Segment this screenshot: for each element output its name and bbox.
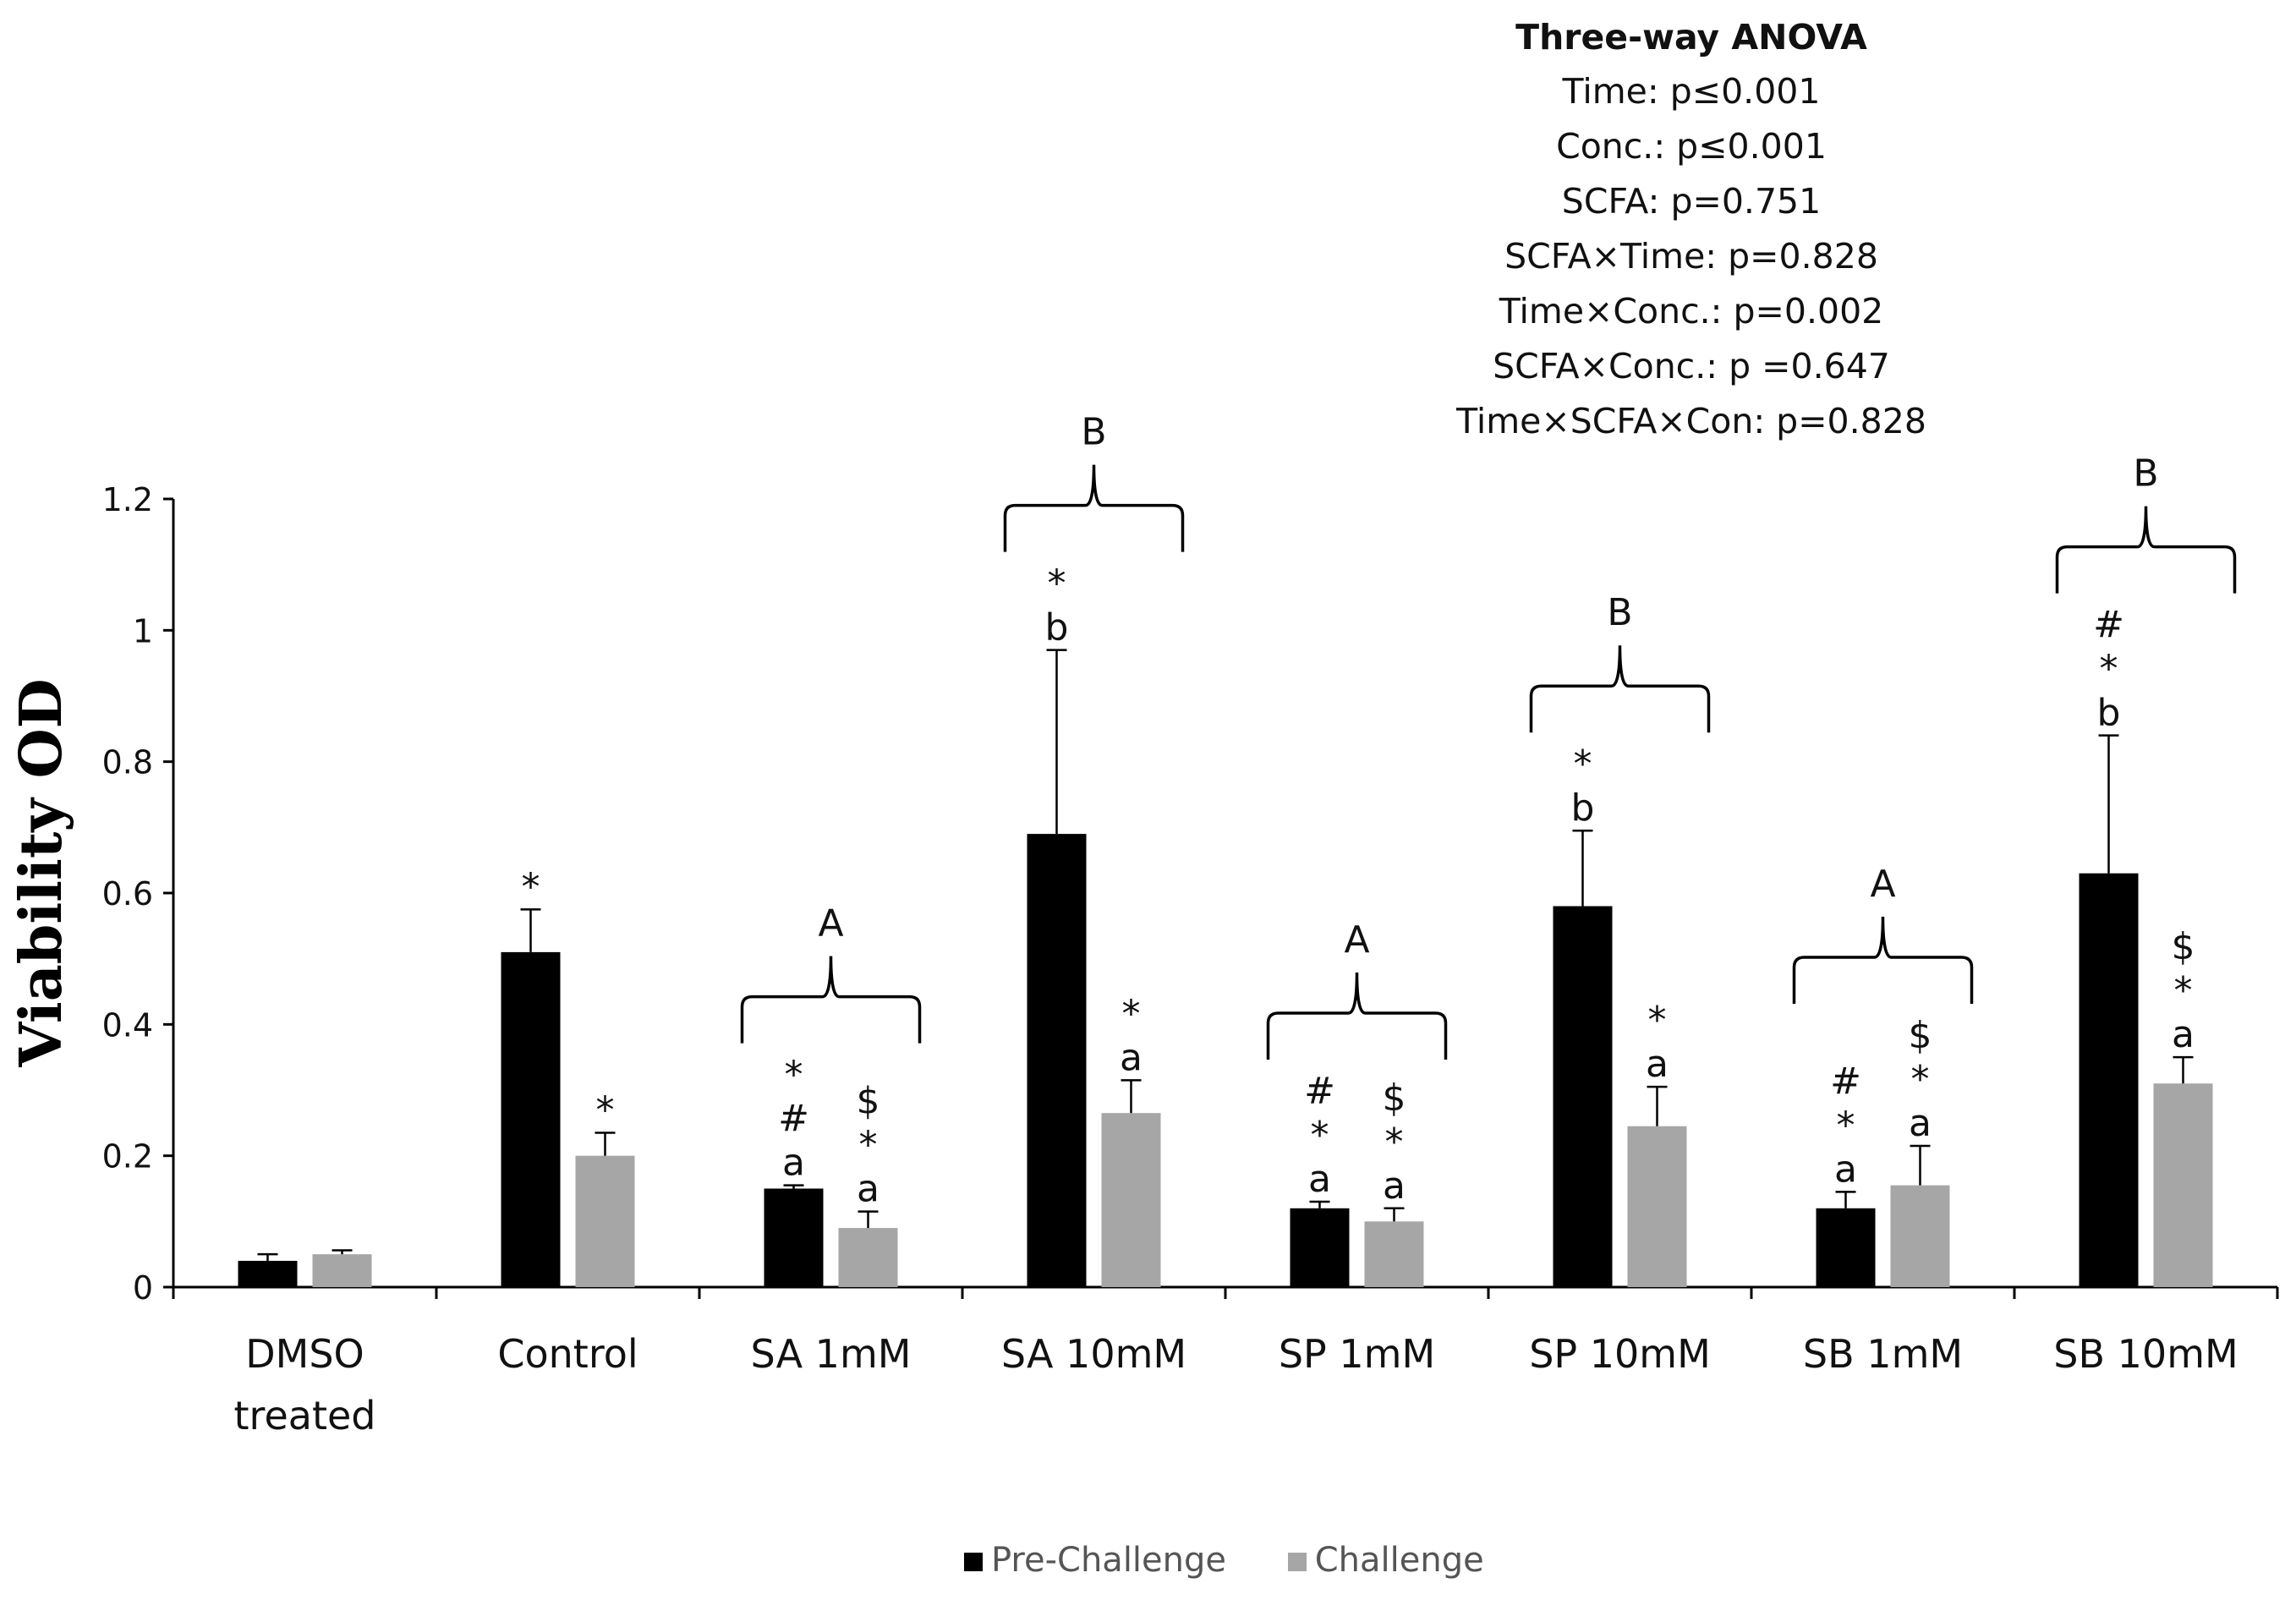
anova-line: SCFA×Time: p=0.828 xyxy=(1504,236,1878,277)
legend-label: Challenge xyxy=(1314,1541,1484,1580)
significance-mark: * xyxy=(1574,742,1592,786)
x-tick-label: SB 10mM xyxy=(2053,1331,2238,1377)
significance-mark: # xyxy=(778,1098,809,1141)
legend: Pre-Challenge Challenge xyxy=(964,1541,1535,1580)
y-tick-label: 0 xyxy=(133,1269,153,1307)
significance-mark: a xyxy=(2172,1013,2195,1056)
significance-mark: # xyxy=(1830,1060,1861,1103)
group-brace xyxy=(1003,464,1185,552)
significance-mark: * xyxy=(1311,1114,1329,1157)
anova-line: Time×Conc.: p=0.002 xyxy=(1499,291,1884,332)
y-axis-label: Viability OD xyxy=(8,678,75,1067)
bar xyxy=(1890,1185,1950,1287)
significance-mark: * xyxy=(2174,969,2193,1012)
bar xyxy=(1553,906,1613,1287)
significance-mark: a xyxy=(1909,1102,1932,1145)
group-letter: B xyxy=(2133,452,2158,496)
significance-mark: * xyxy=(1648,999,1667,1042)
y-tick-label: 1.2 xyxy=(102,481,153,518)
group-letter: A xyxy=(1344,918,1369,962)
bar xyxy=(2153,1083,2213,1287)
y-tick-label: 0.4 xyxy=(102,1006,153,1044)
legend-swatch-challenge xyxy=(1287,1553,1307,1571)
significance-mark: * xyxy=(1385,1121,1404,1164)
significance-mark: # xyxy=(2093,604,2124,647)
significance-mark: a xyxy=(1834,1148,1857,1191)
bar xyxy=(764,1188,824,1287)
significance-mark: a xyxy=(782,1142,805,1185)
significance-mark: $ xyxy=(1383,1077,1406,1120)
anova-line: SCFA×Conc.: p =0.647 xyxy=(1493,346,1890,386)
y-tick-label: 1 xyxy=(133,612,153,649)
significance-mark: a xyxy=(1308,1158,1331,1201)
x-tick-label: DMSO xyxy=(245,1331,364,1377)
significance-mark: b xyxy=(1045,606,1069,649)
group-brace xyxy=(740,956,922,1044)
anova-stats: Three-way ANOVA Time: p≤0.001 Conc.: p≤0… xyxy=(1387,10,1996,449)
significance-mark: a xyxy=(857,1168,879,1211)
anova-title: Three-way ANOVA xyxy=(1515,17,1867,58)
significance-mark: a xyxy=(1646,1043,1669,1086)
significance-mark: b xyxy=(1571,786,1595,830)
bar xyxy=(1816,1208,1876,1287)
group-brace xyxy=(1792,917,1974,1005)
bar xyxy=(1027,834,1087,1287)
significance-mark: $ xyxy=(1909,1014,1932,1057)
bar xyxy=(501,951,561,1287)
x-tick-label: SP 10mM xyxy=(1529,1331,1711,1377)
legend-item-pre-challenge: Pre-Challenge xyxy=(964,1541,1226,1580)
group-brace xyxy=(1529,645,1711,733)
bar xyxy=(1364,1221,1424,1287)
significance-mark: * xyxy=(596,1088,615,1132)
anova-line: SCFA: p=0.751 xyxy=(1561,181,1822,222)
significance-mark: a xyxy=(1383,1164,1406,1208)
bars xyxy=(238,649,2213,1287)
significance-mark: a xyxy=(1120,1036,1143,1079)
bar xyxy=(1101,1113,1161,1287)
legend-label: Pre-Challenge xyxy=(991,1541,1227,1580)
anova-line: Time: p≤0.001 xyxy=(1562,71,1821,112)
y-tick-label: 0.8 xyxy=(102,744,153,781)
bar xyxy=(312,1254,372,1287)
x-tick-label: Control xyxy=(497,1331,638,1377)
x-tick-label: SA 10mM xyxy=(1001,1331,1186,1377)
group-letter: A xyxy=(1870,863,1895,906)
bar xyxy=(1290,1208,1350,1287)
significance-mark: * xyxy=(522,865,540,908)
group-letter: B xyxy=(1607,591,1632,634)
group-letter: B xyxy=(1081,411,1106,454)
significance-mark: * xyxy=(1911,1058,1930,1101)
anova-line: Conc.: p≤0.001 xyxy=(1556,126,1827,167)
significance-mark: * xyxy=(1048,562,1066,605)
group-brace xyxy=(1266,973,1448,1060)
significance-mark: b xyxy=(2097,692,2121,735)
axes: 0 0.2 0.4 0.6 0.8 1 1.2 DMSO treated Control SA 1m… xyxy=(102,481,2279,1438)
x-tick-label: SA 1mM xyxy=(751,1331,912,1377)
bar xyxy=(2079,873,2139,1287)
bar xyxy=(838,1228,898,1287)
significance-mark: * xyxy=(1837,1104,1855,1147)
significance-mark: * xyxy=(785,1054,803,1097)
significance-mark: * xyxy=(2100,648,2118,691)
group-letter: A xyxy=(818,902,843,945)
legend-swatch-pre-challenge xyxy=(964,1553,983,1571)
bar xyxy=(575,1155,635,1287)
x-tick-label: treated xyxy=(234,1393,376,1438)
x-tick-label: SP 1mM xyxy=(1279,1331,1435,1377)
significance-mark: # xyxy=(1304,1070,1335,1113)
significance-mark: $ xyxy=(2172,925,2195,968)
anova-line: Time×SCFA×Con: p=0.828 xyxy=(1456,401,1926,441)
bar xyxy=(238,1260,298,1287)
y-tick-label: 0.2 xyxy=(102,1138,153,1175)
group-brace xyxy=(2055,506,2237,594)
significance-mark: $ xyxy=(857,1080,880,1123)
legend-item-challenge: Challenge xyxy=(1287,1541,1484,1580)
significance-mark: * xyxy=(1122,992,1141,1035)
bar xyxy=(1627,1126,1687,1287)
x-tick-label: SB 1mM xyxy=(1803,1331,1963,1377)
y-tick-label: 0.6 xyxy=(102,875,153,912)
significance-mark: * xyxy=(859,1124,878,1167)
